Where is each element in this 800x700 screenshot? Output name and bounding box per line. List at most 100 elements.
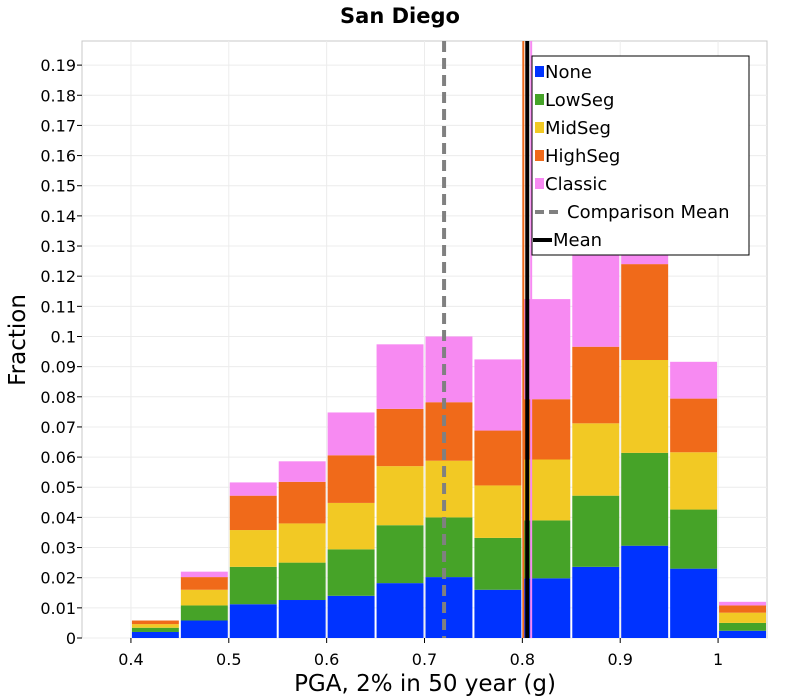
y-tick-label: 0.15 [40, 177, 76, 196]
bar-lowseg [376, 525, 424, 584]
y-tick-label: 0.08 [40, 388, 76, 407]
legend-label-mean: Mean [553, 230, 602, 251]
bar-lowseg [719, 622, 766, 631]
y-tick-label: 0.16 [40, 147, 76, 166]
bar-highseg [474, 430, 522, 486]
y-tick-label: 0.03 [40, 539, 76, 558]
legend-label-highseg: HighSeg [545, 146, 620, 167]
y-tick-label: 0.01 [40, 599, 76, 618]
legend-box [531, 55, 750, 256]
bar-highseg [278, 481, 326, 524]
y-tick-label: 0.05 [40, 478, 76, 497]
legend-label-none: None [545, 62, 592, 83]
bar-lowseg [474, 537, 522, 590]
bar-midseg [376, 466, 424, 526]
y-tick-label: 0.13 [40, 237, 76, 256]
bar-classic [572, 242, 620, 347]
y-tick-label: 0.07 [40, 418, 76, 437]
bar-highseg [131, 620, 179, 625]
legend-swatch-none [535, 66, 544, 77]
bar-midseg [719, 612, 766, 623]
y-tick-label: 0.17 [40, 116, 76, 135]
y-tick-label: 0.06 [40, 448, 76, 467]
legend-label-lowseg: LowSeg [545, 90, 614, 111]
bar-none [474, 589, 522, 638]
x-tick-label: 0.7 [412, 650, 437, 669]
x-axis-label: PGA, 2% in 50 year (g) [294, 671, 556, 697]
bar-lowseg [670, 509, 718, 569]
bar-lowseg [278, 562, 326, 601]
legend: None LowSeg MidSeg HighSeg Classic Comparison… [531, 55, 750, 256]
bar-none [425, 577, 473, 638]
x-tick-label: 0.8 [510, 650, 535, 669]
bar-classic [474, 359, 522, 431]
bar-highseg [376, 408, 424, 467]
bar-highseg [621, 264, 669, 361]
legend-swatch-midseg [535, 122, 544, 133]
legend-swatch-highseg [535, 150, 544, 161]
bar-lowseg [131, 627, 179, 632]
axes: 0 0.01 0.02 0.03 0.04 0.05 0.06 0.07 0.08 0.09 0.1… [40, 56, 723, 669]
bar-none [376, 583, 424, 638]
y-tick-label: 0.12 [40, 267, 76, 286]
bar-midseg [278, 523, 326, 563]
bar-midseg [131, 624, 179, 628]
y-tick-label: 0.09 [40, 358, 76, 377]
chart-title: San Diego [340, 4, 460, 28]
bar-none [621, 545, 669, 638]
bar-highseg [327, 455, 375, 503]
bar-none [278, 600, 326, 638]
bar-midseg [180, 589, 228, 606]
bar-lowseg [229, 566, 277, 605]
stacked-bars [131, 185, 766, 638]
bar-none [180, 620, 228, 638]
legend-label-comparison-mean: Comparison Mean [567, 202, 730, 223]
bar-none [327, 595, 375, 638]
bar-none [229, 604, 277, 638]
legend-swatch-classic [535, 178, 544, 189]
y-tick-label: 0 [66, 629, 76, 648]
bar-highseg [719, 605, 766, 613]
bar-midseg [229, 530, 277, 567]
legend-label-classic: Classic [545, 174, 607, 195]
bar-lowseg [425, 517, 473, 578]
bar-midseg [474, 485, 522, 538]
bar-classic [180, 571, 228, 578]
bar-highseg [229, 495, 277, 531]
x-tick-label: 0.9 [607, 650, 632, 669]
bar-classic [425, 336, 473, 403]
bar-midseg [425, 460, 473, 518]
bar-lowseg [180, 605, 228, 621]
bar-lowseg [572, 495, 620, 567]
x-tick-label: 0.5 [216, 650, 241, 669]
x-tick-label: 1 [713, 650, 723, 669]
bar-classic [719, 601, 766, 606]
bar-classic [278, 461, 326, 482]
bar-midseg [621, 360, 669, 453]
y-tick-label: 0.04 [40, 508, 76, 527]
y-tick-label: 0.11 [40, 297, 76, 316]
bar-none [572, 566, 620, 638]
bar-highseg [425, 402, 473, 461]
bar-midseg [327, 502, 375, 550]
bar-none [131, 631, 179, 638]
bar-midseg [572, 423, 620, 496]
legend-swatch-lowseg [535, 94, 544, 105]
y-tick-label: 0.1 [51, 327, 76, 346]
bar-lowseg [327, 549, 375, 596]
bar-highseg [180, 577, 228, 590]
legend-label-midseg: MidSeg [545, 118, 611, 139]
y-axis-label: Fraction [5, 294, 31, 386]
y-tick-label: 0.19 [40, 56, 76, 75]
bar-classic [376, 344, 424, 409]
bar-none [670, 568, 718, 638]
bar-classic [229, 482, 277, 496]
y-tick-label: 0.18 [40, 86, 76, 105]
x-tick-label: 0.4 [118, 650, 143, 669]
bar-highseg [572, 346, 620, 424]
bar-highseg [670, 398, 718, 453]
y-tick-label: 0.14 [40, 207, 76, 226]
bar-classic [327, 412, 375, 456]
bar-lowseg [621, 452, 669, 546]
